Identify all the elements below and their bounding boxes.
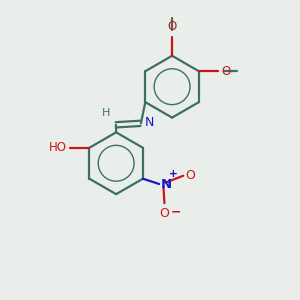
Text: −: − (171, 206, 181, 218)
Text: N: N (144, 116, 154, 129)
Text: H: H (102, 108, 111, 118)
Text: O: O (185, 169, 195, 182)
Text: O: O (160, 207, 169, 220)
Text: +: + (169, 169, 177, 179)
Text: N: N (160, 178, 172, 190)
Text: O: O (221, 65, 231, 78)
Text: O: O (167, 20, 177, 33)
Text: HO: HO (49, 141, 67, 154)
